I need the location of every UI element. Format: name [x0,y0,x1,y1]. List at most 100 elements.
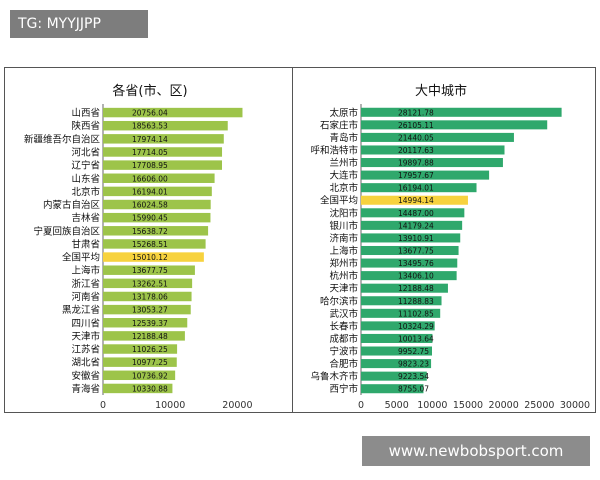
category-label: 沈阳市 [329,207,358,219]
category-label: 黑龙江省 [62,304,100,316]
category-label: 银川市 [329,220,358,232]
value-label: 9823.23 [398,360,429,369]
value-label: 8755.07 [398,385,429,394]
value-label: 17708.95 [132,161,168,170]
category-label: 西宁市 [329,383,358,395]
category-label: 山西省 [71,107,100,119]
x-tick-label: 0 [100,400,106,411]
bar-12 [103,265,195,275]
value-label: 9952.75 [398,347,429,356]
value-label: 13910.91 [398,234,434,243]
value-label: 12188.48 [132,332,168,341]
bar-5 [361,170,490,180]
value-label: 12539.37 [132,319,168,328]
bar-15 [103,304,191,315]
x-tick-label: 10000 [155,400,185,411]
category-label: 郑州市 [329,258,358,270]
bar-15 [361,296,442,306]
value-label: 16194.01 [398,184,434,193]
bar-21 [103,383,173,394]
bar-22 [361,384,424,394]
value-label: 17974.14 [132,135,168,144]
bar-20 [103,370,176,381]
value-label: 16606.00 [132,174,168,183]
category-label: 济南市 [329,232,358,244]
bar-13 [361,271,457,281]
bar-20 [361,359,432,369]
value-label: 16024.58 [132,201,168,210]
category-label: 天津市 [329,283,358,295]
category-label: 合肥市 [329,358,358,370]
category-label: 四川省 [71,317,100,329]
bar-9 [103,226,209,236]
bar-16 [361,308,441,318]
x-tick-label: 20000 [222,400,252,411]
value-label: 28121.78 [398,108,434,117]
category-label: 宁夏回族自治区 [33,225,100,237]
value-label: 13495.76 [398,259,434,268]
value-label: 10324.29 [398,322,434,331]
category-label: 河北省 [71,146,100,158]
value-label: 13677.75 [398,247,434,256]
chart-divider [292,67,293,413]
bar-11 [361,245,459,256]
category-label: 内蒙古自治区 [43,199,101,211]
category-label: 新疆维吾尔自治区 [24,133,101,145]
bar-8 [103,212,211,223]
bar-18 [361,333,433,343]
bar-9 [361,220,463,230]
bar-0 [103,107,243,118]
bar-19 [103,357,177,367]
bar-13 [103,278,193,289]
category-label: 武汉市 [329,308,358,320]
bar-1 [103,120,228,131]
value-label: 16194.01 [132,187,168,196]
value-label: 11026.25 [132,345,168,354]
x-tick-label: 10000 [417,400,447,411]
value-label: 13262.51 [132,279,168,288]
category-label: 全国平均 [320,195,358,207]
value-label: 10736.92 [132,371,168,380]
category-label: 陕西省 [71,120,100,132]
value-label: 19897.88 [398,159,434,168]
x-tick-label: 20000 [489,400,519,411]
value-label: 10330.88 [132,384,168,393]
value-label: 13406.10 [398,272,434,281]
x-tick-label: 5000 [385,400,409,411]
value-label: 15268.51 [132,240,168,249]
bar-6 [103,186,212,197]
category-label: 江苏省 [71,344,100,356]
value-label: 20756.04 [132,109,168,118]
category-label: 上海市 [329,245,358,257]
x-tick-label: 30000 [560,400,590,411]
category-label: 哈尔滨市 [320,295,359,307]
bar-19 [361,346,432,356]
x-tick-label: 0 [358,400,364,411]
category-label: 北京市 [71,186,100,198]
bar-21 [361,371,427,381]
chart-title: 大中城市 [415,83,467,99]
category-label: 杭州市 [329,270,358,282]
category-label: 湖北省 [71,357,100,369]
value-label: 9223.54 [398,372,429,381]
category-label: 辽宁省 [71,160,100,172]
value-label: 14994.14 [398,196,434,205]
x-tick-label: 25000 [524,400,554,411]
value-label: 13053.27 [132,306,168,315]
chart-title: 各省(市、区) [112,83,187,99]
category-label: 山东省 [71,173,100,185]
value-label: 17957.67 [398,171,434,180]
value-label: 11102.85 [398,309,434,318]
bar-17 [361,321,435,331]
value-label: 13178.06 [132,292,168,301]
bar-14 [361,283,448,293]
bar-4 [103,160,223,170]
category-label: 宁波市 [329,346,358,358]
category-label: 浙江省 [71,278,100,290]
x-tick-label: 15000 [453,400,483,411]
bar-14 [103,291,192,302]
category-label: 北京市 [329,182,358,194]
bar-10 [103,239,206,249]
